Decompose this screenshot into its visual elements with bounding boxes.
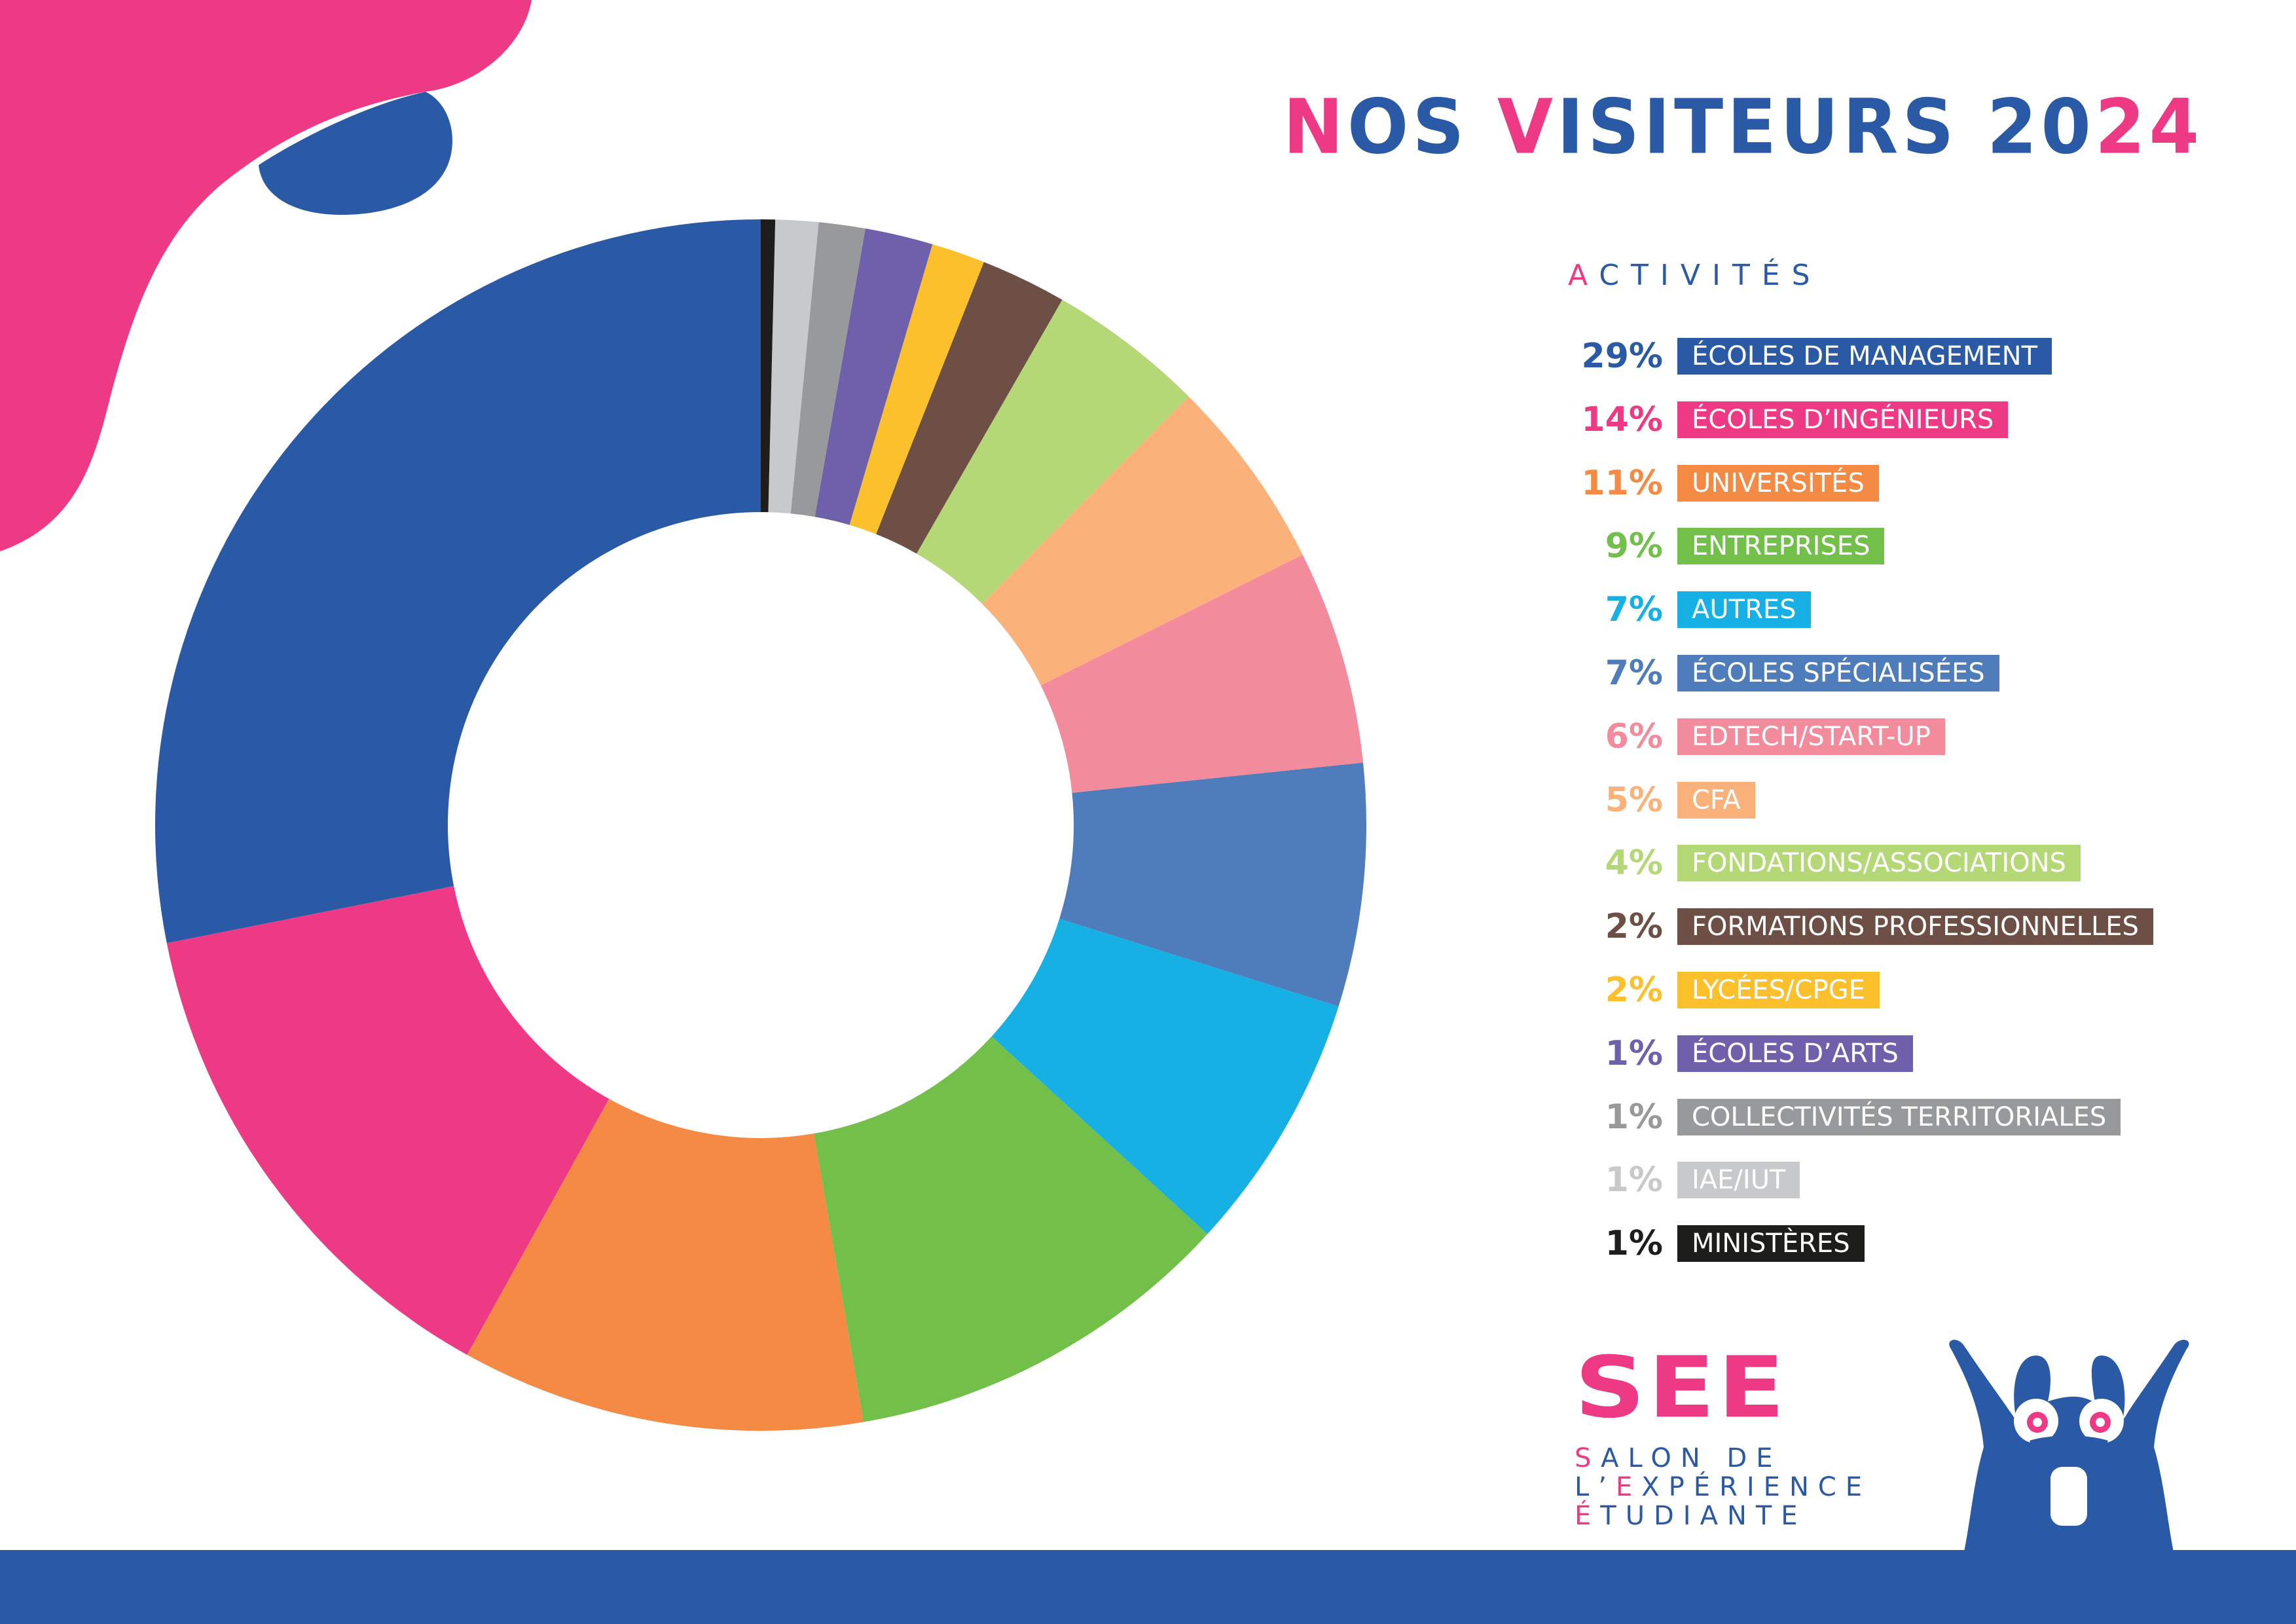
legend-title-accent: A	[1568, 259, 1599, 292]
title-accent-n: N	[1283, 83, 1347, 171]
legend-label: ÉCOLES D’INGÉNIEURS	[1677, 401, 2009, 438]
logo-text-1: ALON DE	[1601, 1443, 1782, 1473]
legend-percentage: 14%	[1581, 399, 1663, 439]
legend-percentage: 9%	[1605, 526, 1663, 566]
donut-slice-14	[768, 219, 819, 514]
legend-label: MINISTÈRES	[1677, 1225, 1865, 1263]
legend-percentage: 11%	[1581, 463, 1663, 503]
logo-text-2a: L’	[1575, 1472, 1616, 1502]
legend-label: ÉCOLES DE MANAGEMENT	[1677, 338, 2052, 375]
donut-slice-8	[981, 396, 1303, 686]
see-logo: SEE SALON DE L’EXPÉRIENCE ÉTUDIANTE	[1575, 1346, 1871, 1530]
legend-percentage: 1%	[1605, 1097, 1663, 1137]
legend-percentage: 7%	[1605, 590, 1663, 630]
title-text-2: ISITEURS 20	[1557, 83, 2095, 171]
donut-slice-15	[761, 219, 776, 513]
donut-slice-7	[1040, 555, 1364, 793]
logo-line-1: SALON DE	[1575, 1444, 1871, 1473]
mascot-icon	[1949, 1339, 2189, 1552]
donut-slice-12	[814, 228, 933, 525]
logo-accent-e2: É	[1575, 1501, 1601, 1531]
legend-percentage: 1%	[1605, 1033, 1663, 1073]
legend-title: ACTIVITÉS	[1568, 259, 1822, 292]
donut-slice-4	[814, 1036, 1208, 1422]
legend-label: CFA	[1677, 781, 1755, 819]
legend-percentage: 1%	[1605, 1160, 1663, 1200]
title-accent-year: 24	[2094, 83, 2203, 171]
donut-slice-9	[916, 299, 1189, 604]
donut-slice-3	[467, 1099, 864, 1431]
legend-label: IAE/IUT	[1677, 1162, 1800, 1199]
legend-label: ÉCOLES D’ARTS	[1677, 1035, 1913, 1072]
title-accent-v: V	[1497, 83, 1558, 171]
logo-line-3: ÉTUDIANTE	[1575, 1502, 1871, 1530]
legend-label: FONDATIONS/ASSOCIATIONS	[1677, 845, 2081, 882]
title-text-1: OS	[1347, 83, 1497, 171]
legend-percentage: 2%	[1605, 970, 1663, 1010]
donut-slice-5	[991, 919, 1339, 1234]
legend-percentage: 4%	[1605, 843, 1663, 883]
legend-label: FORMATIONS PROFESSIONNELLES	[1677, 908, 2153, 946]
donut-slice-11	[849, 244, 984, 534]
donut-slice-1	[155, 219, 761, 944]
donut-slice-13	[790, 222, 866, 517]
legend-percentage: 1%	[1605, 1224, 1663, 1264]
footer-bar	[0, 1550, 2296, 1624]
blue-blob-shape	[259, 92, 452, 215]
page-title: NOS VISITEURS 2024	[943, 83, 2203, 186]
logo-text-2b: XPÉRIENCE	[1641, 1472, 1872, 1502]
legend-label: ENTREPRISES	[1677, 528, 1885, 565]
legend-percentage: 29%	[1581, 337, 1663, 376]
legend-percentage: 5%	[1605, 780, 1663, 820]
donut-slice-2	[166, 886, 610, 1356]
legend-label: EDTECH/START-UP	[1677, 718, 1945, 755]
logo-line-2: L’EXPÉRIENCE	[1575, 1473, 1871, 1502]
legend-label: ÉCOLES SPÉCIALISÉES	[1677, 655, 1999, 692]
logo-wordmark: SEE	[1575, 1338, 1787, 1437]
legend-label: COLLECTIVITÉS TERRITORIALES	[1677, 1098, 2121, 1135]
legend-label: UNIVERSITÉS	[1677, 464, 1879, 502]
legend-percentage: 7%	[1605, 654, 1663, 693]
legend-percentage: 2%	[1605, 907, 1663, 947]
pink-blob-shape	[0, 0, 532, 551]
legend-label: LYCÉES/CPGE	[1677, 972, 1880, 1008]
legend-percentage: 6%	[1605, 716, 1663, 756]
logo-accent-e: E	[1616, 1472, 1642, 1502]
logo-accent-s: S	[1575, 1443, 1601, 1473]
donut-slice-10	[876, 262, 1063, 554]
donut-slice-6	[1059, 762, 1366, 1006]
logo-text-3: TUDIANTE	[1600, 1501, 1807, 1531]
legend-title-text: CTIVITÉS	[1599, 259, 1822, 292]
legend-label: AUTRES	[1677, 591, 1811, 629]
